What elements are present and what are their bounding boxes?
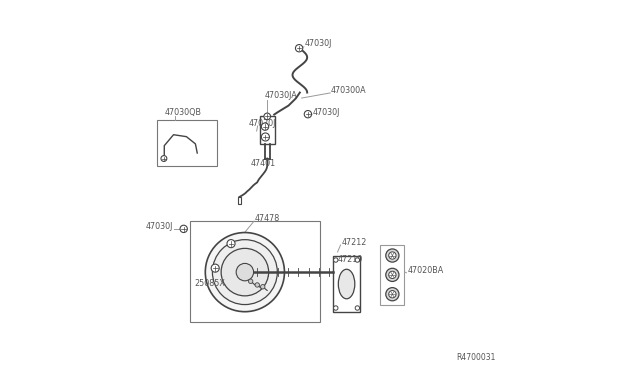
Text: 47030J: 47030J xyxy=(248,119,276,128)
Circle shape xyxy=(304,110,312,118)
Bar xyxy=(157,120,218,166)
Circle shape xyxy=(212,240,277,305)
Text: 470300A: 470300A xyxy=(331,86,367,94)
Circle shape xyxy=(388,271,396,279)
Circle shape xyxy=(355,258,360,262)
Circle shape xyxy=(205,232,284,312)
Circle shape xyxy=(227,240,235,248)
Circle shape xyxy=(386,268,399,282)
Circle shape xyxy=(388,252,396,259)
Bar xyxy=(380,245,404,305)
Circle shape xyxy=(386,288,399,301)
Circle shape xyxy=(261,123,269,130)
Text: 47020BA: 47020BA xyxy=(407,266,444,275)
Text: 47030QB: 47030QB xyxy=(164,108,201,117)
Bar xyxy=(333,256,360,312)
Circle shape xyxy=(255,283,259,287)
Text: 47030J: 47030J xyxy=(146,222,173,231)
Circle shape xyxy=(211,264,220,272)
Circle shape xyxy=(161,155,167,161)
Ellipse shape xyxy=(339,269,355,299)
Bar xyxy=(190,221,320,321)
Circle shape xyxy=(333,306,338,310)
Bar xyxy=(260,116,275,144)
Text: R4700031: R4700031 xyxy=(456,353,496,362)
Text: 47401: 47401 xyxy=(250,159,275,168)
Circle shape xyxy=(264,113,271,120)
Circle shape xyxy=(236,263,253,281)
Text: 25085X: 25085X xyxy=(195,279,225,288)
Circle shape xyxy=(333,258,338,262)
Text: 47212: 47212 xyxy=(341,238,367,247)
Circle shape xyxy=(388,291,396,298)
Text: 47030JA: 47030JA xyxy=(264,91,297,100)
Text: 47030J: 47030J xyxy=(305,39,332,48)
Circle shape xyxy=(248,279,253,283)
Text: 47478: 47478 xyxy=(255,214,280,223)
Circle shape xyxy=(355,306,360,310)
Circle shape xyxy=(180,225,188,232)
Circle shape xyxy=(261,133,269,141)
Circle shape xyxy=(386,249,399,262)
Text: 47030J: 47030J xyxy=(313,108,340,117)
Circle shape xyxy=(260,285,265,289)
Circle shape xyxy=(296,45,303,52)
Bar xyxy=(237,197,241,203)
Circle shape xyxy=(221,248,269,296)
Text: 47210: 47210 xyxy=(337,255,363,264)
